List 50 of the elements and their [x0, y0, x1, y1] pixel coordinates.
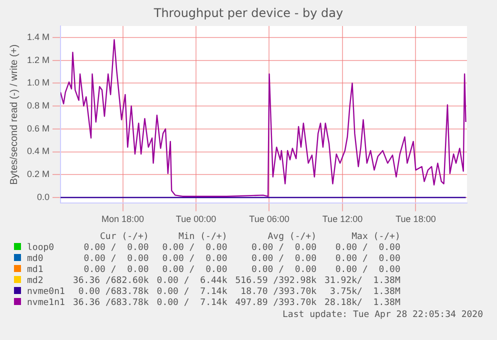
text: 0.00 / 0.00 — [250, 243, 318, 254]
text: 3.75k/ 1.38M — [328, 287, 402, 298]
text: 0.00 / 7.14k — [156, 298, 228, 309]
y-tick-label: 0.6 M — [26, 123, 50, 134]
text: 0.00 / 0.00 — [250, 254, 318, 265]
text: 0.00 / 0.00 — [161, 243, 228, 254]
legend-label: md2 — [26, 276, 44, 287]
x-tick-label: Tue 06:00 — [249, 214, 290, 224]
text: 0.00 / 0.00 — [161, 265, 228, 276]
y-tick-label: 1.0 M — [26, 78, 50, 88]
text: Last update: Tue Apr 28 22:05:34 2020 — [282, 310, 483, 320]
text: 36.36 /682.60k — [72, 276, 150, 287]
text: 0.00 / 0.00 — [82, 243, 150, 254]
text: Max (-/+) — [350, 232, 402, 243]
x-tick-label: Tue 12:00 — [322, 214, 363, 224]
text: Cur (-/+) — [99, 232, 150, 243]
text: 0.00 / 7.14k — [156, 287, 228, 298]
y-tick-label: 0.8 M — [26, 100, 50, 111]
text: 516.59 /392.98k — [234, 276, 318, 287]
text: 0.00 / 0.00 — [334, 243, 402, 254]
text: 0.00 / 0.00 — [82, 254, 150, 265]
legend-label: nvme1n1 — [26, 298, 66, 309]
text: 0.00 / 0.00 — [82, 265, 150, 276]
y-axis-title: Bytes/second read (-) / write (+) — [8, 44, 20, 185]
legend-label: md0 — [26, 254, 44, 265]
y-tick-label: 0.4 M — [26, 146, 50, 156]
text: 36.36 /683.78k — [72, 298, 150, 309]
x-tick-label: Tue 18:00 — [396, 214, 436, 224]
y-tick-label: 1.4 M — [26, 32, 50, 42]
text: 497.89 /393.70k — [234, 298, 318, 309]
text: Avg (-/+) — [266, 232, 318, 243]
text: 0.00 / 0.00 — [250, 265, 318, 276]
chart-title: Throughput per device - by day — [152, 6, 344, 20]
legend-label: md1 — [26, 265, 44, 276]
text: 0.00 / 0.00 — [161, 254, 228, 265]
text: 0.00 /683.78k — [77, 287, 150, 298]
legend-label: loop0 — [26, 243, 56, 254]
legend-label: nvme0n1 — [26, 287, 66, 298]
text: 18.70 /393.70k — [240, 287, 318, 298]
text: Min (-/+) — [177, 232, 228, 243]
y-tick-label: 0.2 M — [26, 169, 50, 180]
text: 31.92k/ 1.38M — [324, 276, 402, 287]
text: 0.00 / 0.00 — [334, 254, 402, 265]
y-tick-label: 1.2 M — [26, 54, 50, 65]
text: 0.00 / 6.44k — [156, 276, 228, 287]
text: 0.00 / 0.00 — [334, 265, 402, 276]
x-tick-label: Mon 18:00 — [102, 214, 144, 224]
y-tick-label: 0.0 — [36, 192, 50, 202]
x-tick-label: Tue 00:00 — [176, 214, 216, 224]
text: 28.18k/ 1.38M — [324, 298, 402, 309]
